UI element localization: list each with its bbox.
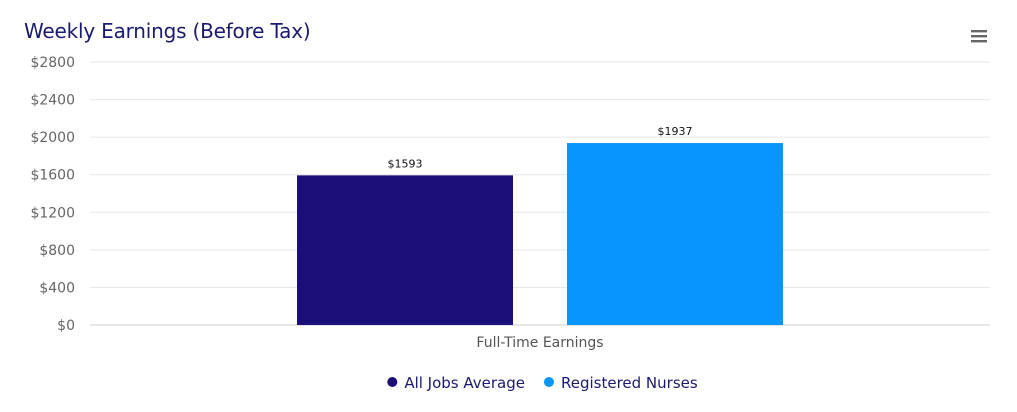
x-axis-category-labels: Full-Time Earnings	[476, 335, 603, 351]
legend: All Jobs Average Registered Nurses	[387, 374, 698, 392]
y-tick-label: $800	[39, 243, 75, 259]
y-tick-label: $2000	[30, 130, 75, 146]
data-label: $1937	[658, 125, 693, 138]
data-labels: $1593 $1937	[388, 125, 693, 170]
bars	[297, 143, 783, 325]
y-tick-label: $400	[39, 280, 75, 296]
y-tick-label: $2400	[30, 93, 75, 109]
legend-marker	[387, 377, 398, 387]
data-label: $1593	[388, 157, 423, 170]
bar-registered-nurses[interactable]	[567, 143, 783, 325]
y-tick-label: $1200	[30, 205, 75, 221]
chart-title: Weekly Earnings (Before Tax)	[24, 19, 311, 43]
gridlines	[90, 61, 990, 326]
hamburger-menu-icon[interactable]	[968, 26, 990, 46]
legend-item-registered-nurses[interactable]: Registered Nurses	[543, 374, 698, 392]
y-tick-label: $1600	[30, 168, 75, 184]
legend-item-all-jobs-average[interactable]: All Jobs Average	[387, 374, 525, 392]
legend-label: All Jobs Average	[404, 374, 525, 392]
y-tick-label: $2800	[30, 55, 75, 71]
legend-marker	[543, 377, 554, 387]
y-axis-tick-labels: $0 $400 $800 $1200 $1600 $2000 $2400 $2800	[30, 55, 75, 334]
legend-label: Registered Nurses	[561, 374, 698, 392]
y-tick-label: $0	[57, 318, 75, 334]
bar-all-jobs-average[interactable]	[297, 175, 513, 325]
x-category-label: Full-Time Earnings	[476, 335, 603, 351]
